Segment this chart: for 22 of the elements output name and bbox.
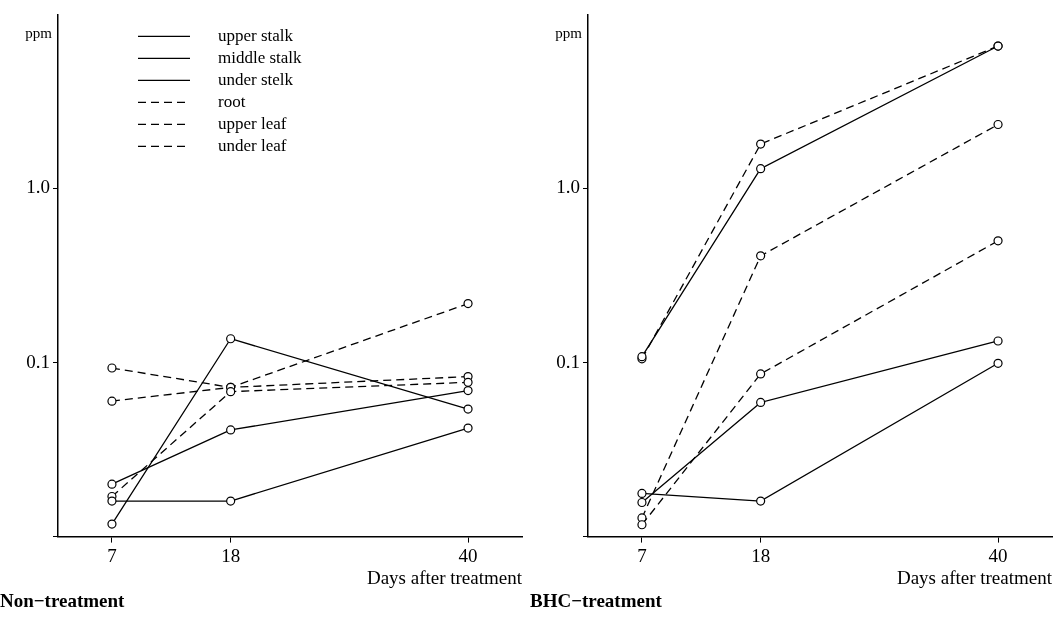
x-tick-label: 18	[221, 544, 241, 566]
y-tick-label: 0.1	[556, 350, 580, 372]
legend-label: root	[218, 91, 246, 111]
x-tick-label: 7	[637, 544, 647, 566]
y-tick-label: 1.0	[556, 176, 580, 198]
x-tick-label: 7	[107, 544, 117, 566]
text: Non−treatment	[0, 589, 126, 611]
text: BHC−treatment	[530, 589, 663, 611]
x-tick-label: 40	[988, 544, 1008, 566]
y-tick-label: 0.1	[26, 350, 50, 372]
legend-label: upper leaf	[218, 113, 287, 133]
y-axis-title: ppm	[555, 24, 583, 41]
legend-label: under stelk	[218, 69, 294, 89]
legend-label: upper stalk	[218, 25, 294, 45]
x-axis-title: Days after treatment	[896, 566, 1053, 588]
legend-label: under leaf	[218, 135, 287, 155]
x-tick-label: 40	[458, 544, 478, 566]
legend-label: middle stalk	[218, 47, 303, 67]
y-axis-title: ppm	[25, 24, 53, 41]
y-tick-label: 1.0	[26, 176, 50, 198]
x-tick-label: 18	[751, 544, 771, 566]
x-axis-title: Days after treatment	[366, 566, 523, 588]
